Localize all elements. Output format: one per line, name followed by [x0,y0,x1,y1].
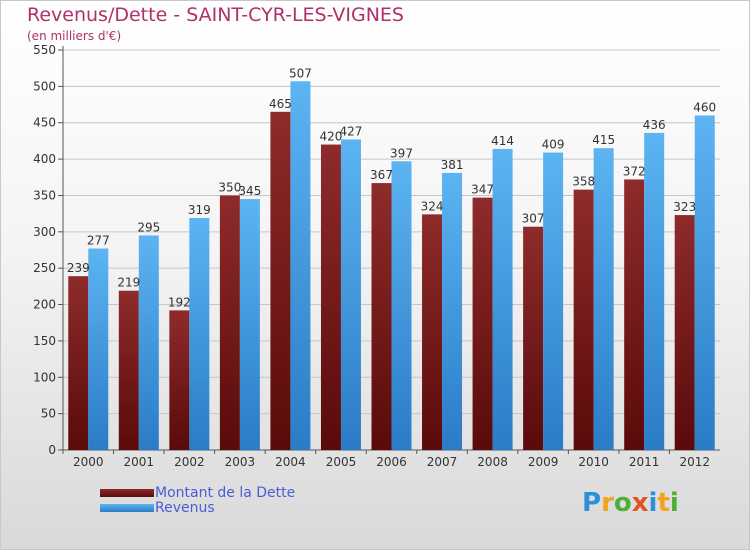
data-label-debt: 372 [623,164,646,178]
bar-debt [118,290,139,450]
x-tick-label: 2008 [477,455,508,469]
x-tick-label: 2001 [124,455,155,469]
x-tick-label: 2005 [326,455,357,469]
legend-swatch-debt [100,489,154,497]
data-label-revenus: 507 [289,66,312,80]
x-tick-label: 2009 [528,455,559,469]
y-tick-label: 50 [41,407,56,421]
bar-revenus [290,81,311,450]
brand-letter: r [601,488,614,518]
y-tick-label: 350 [33,188,56,202]
x-tick-label: 2006 [376,455,407,469]
brand-logo: Proxiti [582,488,679,518]
bar-debt [674,215,695,450]
data-label-debt: 350 [218,180,241,194]
data-label-debt: 358 [572,175,595,189]
brand-letter: P [582,488,602,518]
y-tick-label: 150 [33,334,56,348]
data-label-debt: 307 [522,212,545,226]
data-label-debt: 219 [117,276,140,290]
data-label-revenus: 295 [137,220,160,234]
y-tick-label: 400 [33,152,56,166]
data-label-debt: 465 [269,97,292,111]
bars [68,81,715,451]
bar-revenus [694,115,715,451]
brand-letter: i [648,488,658,518]
data-label-revenus: 427 [340,124,363,138]
bar-debt [472,197,493,450]
data-label-debt: 192 [168,295,191,309]
brand-letter: t [657,488,670,518]
bar-debt [624,179,645,451]
bar-revenus [492,148,513,450]
data-label-debt: 347 [471,183,494,197]
data-label-revenus: 345 [238,184,261,198]
bar-revenus [88,248,109,450]
data-label-revenus: 319 [188,203,211,217]
bar-debt [320,144,341,450]
bar-revenus [391,161,412,451]
bar-debt [68,276,89,450]
legend-label-revenus: Revenus [155,500,215,516]
data-label-debt: 324 [421,199,444,213]
bar-revenus [340,139,361,451]
y-tick-label: 450 [33,116,56,130]
data-label-revenus: 415 [592,133,615,147]
bar-debt [270,111,291,451]
y-tick-label: 550 [33,43,56,57]
y-tick-label: 500 [33,79,56,93]
bar-debt [422,214,443,450]
y-tick-label: 200 [33,298,56,312]
bar-debt [523,226,544,450]
data-label-debt: 323 [673,200,696,214]
x-tick-label: 2003 [225,455,256,469]
bar-debt [219,195,240,450]
data-label-revenus: 409 [542,138,565,152]
data-label-debt: 420 [320,130,343,144]
x-tick-label: 2011 [629,455,660,469]
data-label-revenus: 381 [441,158,464,172]
brand-letter: o [613,488,632,518]
data-label-revenus: 436 [643,118,666,132]
bar-revenus [239,199,260,450]
bar-debt [371,183,392,450]
bar-revenus [593,148,614,450]
y-tick-label: 300 [33,225,56,239]
legend-label-debt: Montant de la Dette [155,485,296,501]
data-label-revenus: 277 [87,234,110,248]
brand-letter: x [631,488,649,518]
data-label-revenus: 460 [693,100,716,114]
bar-debt [573,189,594,451]
chart-subtitle: (en milliers d'€) [27,29,122,43]
bar-revenus [543,152,564,450]
y-tick-label: 250 [33,261,56,275]
x-tick-label: 2002 [174,455,205,469]
x-tick-label: 2010 [578,455,609,469]
brand-letter: i [669,488,679,518]
y-tick-label: 0 [48,443,56,457]
chart-title: Revenus/Dette - SAINT-CYR-LES-VIGNES [27,4,404,26]
y-tick-label: 100 [33,370,56,384]
bar-revenus [189,218,210,450]
data-label-debt: 367 [370,168,393,182]
data-label-debt: 239 [67,261,90,275]
x-tick-label: 2012 [679,455,710,469]
x-tick-label: 2007 [427,455,458,469]
bar-revenus [138,235,159,450]
data-label-revenus: 414 [491,134,514,148]
data-label-revenus: 397 [390,146,413,160]
bar-debt [169,310,190,450]
axes: 0 50 100 150 200 250 300 350 400 450 500 550 2000 200… [33,43,720,469]
x-tick-label: 2004 [275,455,306,469]
bar-revenus [442,172,463,450]
legend-swatch-revenus [100,504,154,512]
bar-revenus [644,132,665,450]
x-tick-label: 2000 [73,455,104,469]
